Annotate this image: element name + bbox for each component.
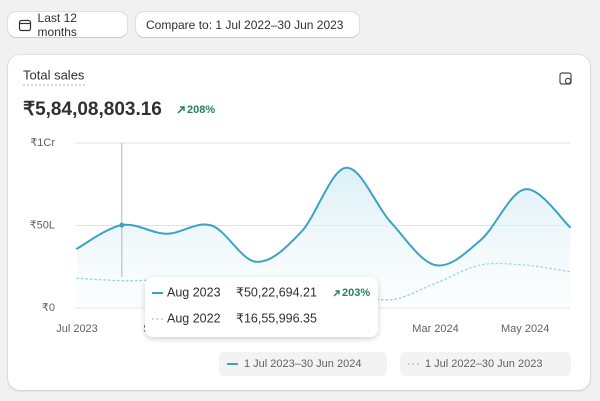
up-arrow	[333, 290, 340, 297]
compare-button[interactable]: Compare to: 1 Jul 2022–30 Jun 2023	[136, 12, 359, 37]
area	[77, 167, 570, 308]
x-tick-label: Mar 2024	[412, 323, 458, 335]
legend-label: 1 Jul 2023–30 Jun 2024	[244, 358, 361, 370]
x-tick-label: May 2024	[501, 323, 549, 335]
tooltip-value: ₹16,55,996.35	[236, 311, 317, 325]
legend-item	[400, 352, 571, 376]
tooltip-change: 203%	[342, 287, 370, 299]
compare-range: Compare to: 1 Jul 2022–30 Jun 2023	[146, 17, 344, 32]
export-icon[interactable]	[559, 72, 572, 85]
card-title[interactable]: Total sales	[23, 67, 85, 82]
tooltip-period: Aug 2023	[167, 285, 221, 299]
date-range-button[interactable]: Last 12 months	[8, 10, 127, 39]
y-tick-label: ₹0	[42, 302, 55, 314]
line	[76, 166, 571, 267]
y-tick-label: ₹1Cr	[30, 137, 55, 149]
tooltip-period: Aug 2022	[167, 311, 221, 325]
legend-label: 1 Jul 2022–30 Jun 2023	[425, 358, 542, 370]
hover-point	[119, 222, 125, 228]
legend-item	[219, 352, 387, 376]
tooltip-value: ₹50,22,694.21	[236, 285, 317, 299]
x-tick-label: Jul 2023	[56, 323, 98, 335]
total-sales: ₹5,84,08,803.16	[23, 99, 162, 120]
date-range: Last 12 months	[37, 10, 77, 39]
calendar-icon	[18, 19, 32, 31]
total-change: 208%	[187, 104, 215, 116]
tooltip	[145, 277, 378, 337]
up-arrow	[177, 106, 185, 114]
y-tick-label: ₹50L	[30, 219, 55, 231]
